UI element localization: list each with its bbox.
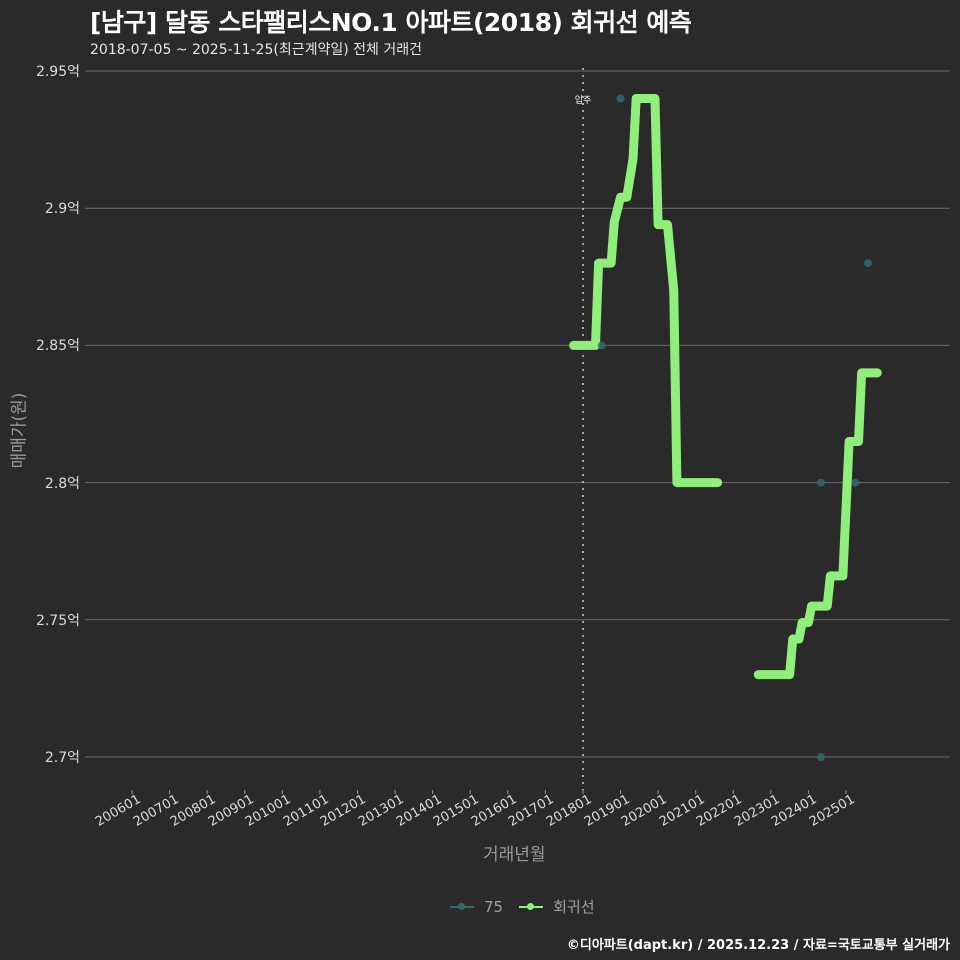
x-axis-label: 거래년월: [483, 845, 546, 865]
regression-line: [569, 93, 882, 680]
legend-key-icon: [450, 902, 474, 910]
legend-key-icon: [519, 902, 544, 910]
y-tick-label: 2.75억: [35, 612, 80, 629]
legend-label: 회귀선: [553, 898, 595, 916]
y-tick-label: 2.8억: [44, 475, 80, 492]
chart-subtitle: 2018-07-05 ~ 2025-11-25(최근계약일) 전체 거래건: [90, 42, 422, 58]
legend-label: 75: [484, 897, 504, 916]
y-tick-label: 2.85억: [35, 338, 80, 355]
legend-item-regression[interactable]: 회귀선: [519, 896, 595, 917]
move-in-annotation: 입주: [574, 96, 592, 106]
y-axis-label: 매매가(원): [9, 392, 30, 469]
source-credit: ©디아파트(dapt.kr) / 2025.12.23 / 자료=국토교통부 실…: [566, 938, 950, 953]
x-tick-marks: [131, 790, 847, 794]
chart-title: [남구] 달동 스타팰리스NO.1 아파트(2018) 회귀선 예측: [90, 8, 692, 37]
grid-lines: [85, 70, 950, 758]
legend-item-75[interactable]: 75: [450, 898, 503, 916]
scatter-points-75: [597, 94, 872, 761]
y-tick-label: 2.9억: [44, 201, 80, 218]
y-tick-label: 2.95억: [35, 64, 80, 80]
y-tick-label: 2.7억: [44, 750, 80, 766]
legend: 75 회귀선: [450, 896, 601, 917]
